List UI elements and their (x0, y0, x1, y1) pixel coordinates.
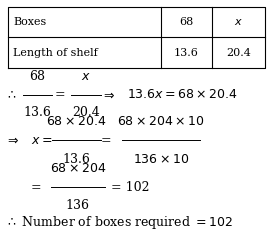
Text: $\therefore$ Number of boxes required $= 102$: $\therefore$ Number of boxes required $=… (5, 214, 233, 231)
Text: 68: 68 (179, 17, 193, 27)
Text: $68\times204\times10$: $68\times204\times10$ (117, 115, 204, 128)
Text: 13.6: 13.6 (174, 48, 199, 58)
Text: 68: 68 (29, 70, 46, 83)
Text: =: = (31, 181, 42, 194)
Text: = 102: = 102 (111, 181, 150, 194)
Text: $68\times20.4$: $68\times20.4$ (46, 115, 107, 128)
Text: $\Rightarrow$: $\Rightarrow$ (101, 88, 116, 101)
Text: Boxes: Boxes (13, 17, 47, 27)
Text: $68\times204$: $68\times204$ (50, 162, 106, 175)
Text: $\therefore$: $\therefore$ (5, 88, 17, 101)
Text: $x$: $x$ (81, 70, 91, 83)
Text: $\Rightarrow$: $\Rightarrow$ (5, 134, 20, 147)
Text: $136\times10$: $136\times10$ (133, 153, 189, 166)
Text: $x$: $x$ (234, 17, 243, 27)
Text: $13.6x = 68 \times 20.4$: $13.6x = 68 \times 20.4$ (127, 88, 238, 101)
Text: 13.6: 13.6 (62, 153, 90, 166)
Text: 20.4: 20.4 (72, 106, 100, 120)
Text: Length of shelf: Length of shelf (13, 48, 98, 58)
Text: 13.6: 13.6 (24, 106, 51, 120)
Text: =: = (55, 88, 66, 101)
Text: =: = (100, 134, 111, 147)
Text: 20.4: 20.4 (226, 48, 251, 58)
Text: $x =$: $x =$ (31, 134, 52, 147)
Text: 136: 136 (66, 199, 90, 212)
